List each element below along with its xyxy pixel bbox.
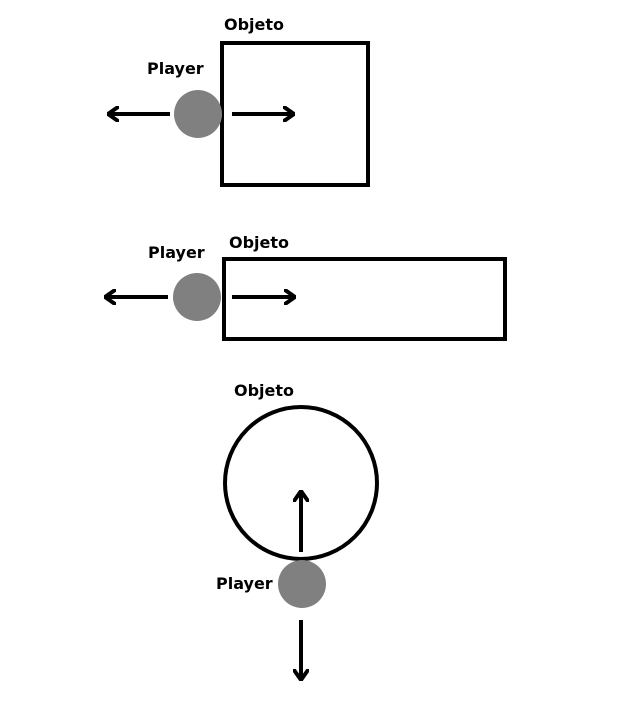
scene-rectangle bbox=[105, 257, 507, 341]
player-circle bbox=[278, 560, 326, 608]
object-label-rectangle: Objeto bbox=[229, 233, 290, 252]
player-circle bbox=[173, 273, 221, 321]
player-label-square: Player bbox=[147, 59, 204, 78]
object-label-circle: Objeto bbox=[234, 381, 295, 400]
object-label-square: Objeto bbox=[224, 15, 285, 34]
scene-circle bbox=[223, 405, 379, 680]
player-label-circle: Player bbox=[216, 574, 273, 593]
scene-square bbox=[108, 41, 370, 187]
object-circle bbox=[223, 405, 379, 561]
player-label-rectangle: Player bbox=[148, 243, 205, 262]
player-circle bbox=[174, 90, 222, 138]
object-rectangle bbox=[222, 257, 507, 341]
